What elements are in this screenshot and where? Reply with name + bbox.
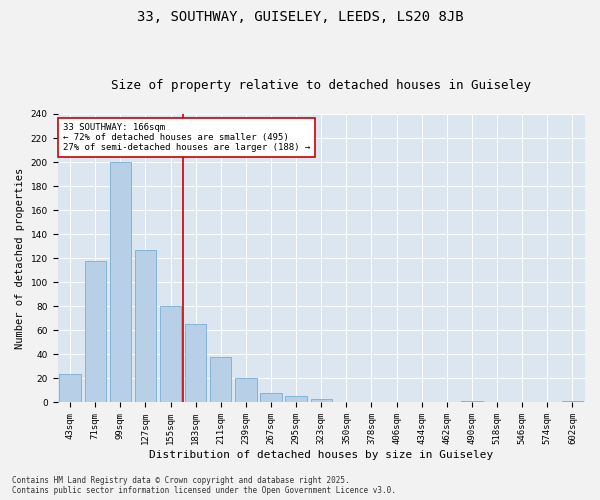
Bar bbox=[160, 306, 181, 402]
Text: 33 SOUTHWAY: 166sqm
← 72% of detached houses are smaller (495)
27% of semi-detac: 33 SOUTHWAY: 166sqm ← 72% of detached ho… bbox=[63, 122, 310, 152]
Text: 33, SOUTHWAY, GUISELEY, LEEDS, LS20 8JB: 33, SOUTHWAY, GUISELEY, LEEDS, LS20 8JB bbox=[137, 10, 463, 24]
Y-axis label: Number of detached properties: Number of detached properties bbox=[15, 168, 25, 349]
Bar bbox=[260, 393, 282, 402]
Text: Contains HM Land Registry data © Crown copyright and database right 2025.
Contai: Contains HM Land Registry data © Crown c… bbox=[12, 476, 396, 495]
Bar bbox=[135, 250, 156, 402]
Bar bbox=[311, 399, 332, 402]
Bar bbox=[59, 374, 81, 402]
Bar bbox=[185, 324, 206, 402]
Bar bbox=[110, 162, 131, 402]
Bar bbox=[210, 357, 232, 403]
Bar bbox=[235, 378, 257, 402]
Bar bbox=[85, 260, 106, 402]
Bar bbox=[286, 396, 307, 402]
X-axis label: Distribution of detached houses by size in Guiseley: Distribution of detached houses by size … bbox=[149, 450, 493, 460]
Title: Size of property relative to detached houses in Guiseley: Size of property relative to detached ho… bbox=[111, 79, 531, 92]
